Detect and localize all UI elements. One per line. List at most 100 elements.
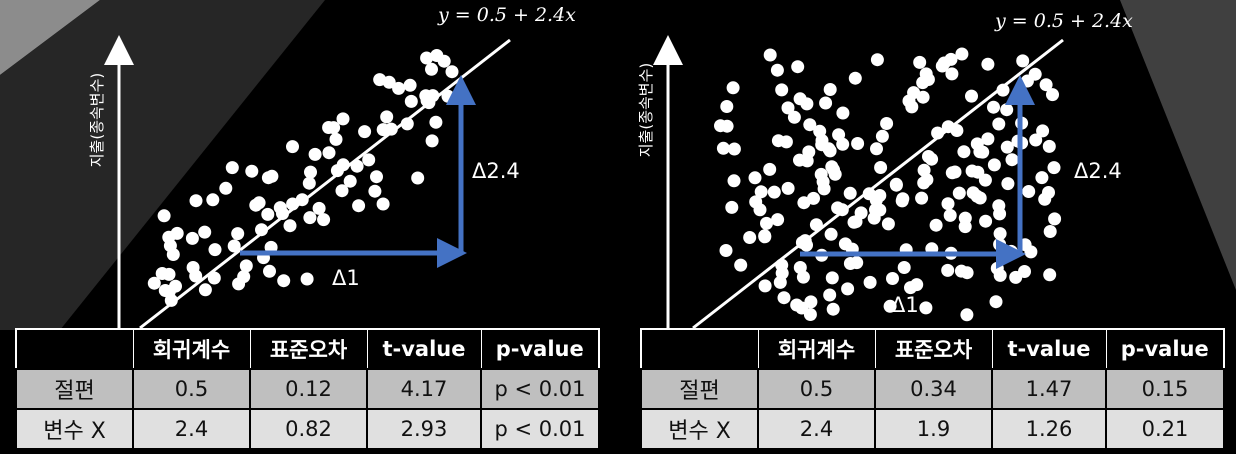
data-point: [979, 214, 993, 228]
data-point: [370, 170, 383, 184]
row-label: 변수 X: [15, 408, 134, 450]
table-cell: 1.47: [991, 368, 1107, 410]
data-point: [863, 275, 877, 289]
data-point: [232, 277, 246, 291]
data-point: [304, 165, 317, 179]
data-point: [358, 125, 372, 139]
data-point: [404, 94, 418, 108]
data-point: [916, 90, 930, 104]
data-point: [1048, 212, 1062, 226]
data-point: [935, 59, 949, 73]
data-point: [231, 227, 245, 241]
data-point: [317, 213, 331, 227]
data-point: [170, 226, 184, 240]
data-point: [816, 175, 830, 189]
data-point: [1046, 88, 1059, 102]
left-panel: 지출(종속변수) y = 0.5 + 2.4x Δ1 Δ2.4 회귀계수 표준오…: [15, 4, 600, 450]
data-point: [1020, 74, 1034, 88]
data-point: [825, 271, 839, 285]
data-point: [198, 283, 212, 297]
table-cell: 1.9: [874, 408, 993, 450]
data-point: [803, 308, 817, 321]
data-point: [189, 194, 203, 208]
data-point: [263, 264, 276, 278]
header-coefficient: 회귀계수: [132, 328, 251, 370]
data-point: [989, 295, 1003, 309]
data-point: [919, 301, 933, 315]
table-header-row: 회귀계수 표준오차 t-value p-value: [15, 328, 600, 370]
data-point: [162, 267, 176, 281]
data-point: [753, 203, 767, 217]
header-std-error: 표준오차: [249, 328, 368, 370]
data-point: [954, 264, 968, 278]
data-point: [873, 189, 887, 202]
data-point: [770, 63, 784, 77]
data-point: [889, 178, 903, 192]
data-point: [760, 216, 773, 230]
data-point: [824, 227, 838, 241]
data-points: [147, 49, 459, 307]
data-point: [913, 55, 927, 69]
table-row: 변수 X 2.4 0.82 2.93 p < 0.01: [15, 408, 600, 450]
table-cell: 0.5: [132, 368, 251, 410]
data-point: [958, 220, 972, 234]
data-point: [841, 282, 855, 296]
data-point: [261, 171, 275, 185]
data-point: [368, 184, 382, 198]
table-cell: 0.34: [874, 368, 993, 410]
data-point: [225, 161, 239, 175]
data-point: [1024, 245, 1038, 259]
data-point: [1000, 103, 1014, 117]
data-point: [445, 65, 459, 79]
data-point: [902, 94, 916, 108]
regression-table: 회귀계수 표준오차 t-value p-value 절편 0.5 0.12 4.…: [15, 328, 600, 450]
left-dark-band: [0, 0, 325, 330]
table-cell: 0.12: [249, 368, 368, 410]
data-point: [720, 119, 734, 133]
data-point: [917, 176, 931, 190]
data-point: [437, 54, 451, 68]
data-point: [781, 101, 795, 115]
data-point: [804, 295, 818, 309]
data-point: [1038, 192, 1052, 206]
data-point: [970, 137, 984, 151]
data-point: [875, 129, 889, 143]
data-point: [822, 142, 836, 156]
data-point: [322, 121, 336, 134]
data-point: [302, 176, 316, 190]
data-point: [245, 164, 259, 178]
data-point: [945, 166, 959, 180]
data-point: [910, 278, 924, 292]
data-point: [993, 207, 1007, 221]
data-point: [925, 152, 939, 166]
data-point: [941, 263, 955, 277]
data-point: [343, 174, 357, 188]
regression-line: [692, 38, 1064, 330]
data-point: [791, 60, 805, 74]
data-point: [981, 57, 995, 71]
header-std-error: 표준오차: [874, 328, 993, 370]
data-point: [941, 197, 955, 211]
data-point: [955, 47, 969, 61]
header-t-value: t-value: [366, 328, 482, 370]
data-point: [763, 162, 777, 176]
data-point: [807, 191, 820, 205]
data-point: [758, 230, 772, 244]
data-point: [897, 261, 911, 274]
data-point: [1005, 153, 1019, 167]
data-point: [286, 140, 299, 154]
data-point: [800, 154, 814, 168]
delta-x-label: Δ1: [891, 293, 919, 317]
data-point: [832, 128, 846, 142]
header-p-value: p-value: [480, 328, 600, 370]
data-point: [971, 165, 985, 179]
table-row: 변수 X 2.4 1.9 1.26 0.21: [640, 408, 1225, 450]
data-point: [189, 269, 203, 283]
data-point: [261, 207, 275, 221]
data-point: [1000, 140, 1014, 154]
data-point: [775, 266, 789, 280]
data-point: [198, 225, 212, 239]
data-point: [420, 51, 434, 65]
data-point: [992, 117, 1006, 131]
data-point: [823, 83, 837, 96]
